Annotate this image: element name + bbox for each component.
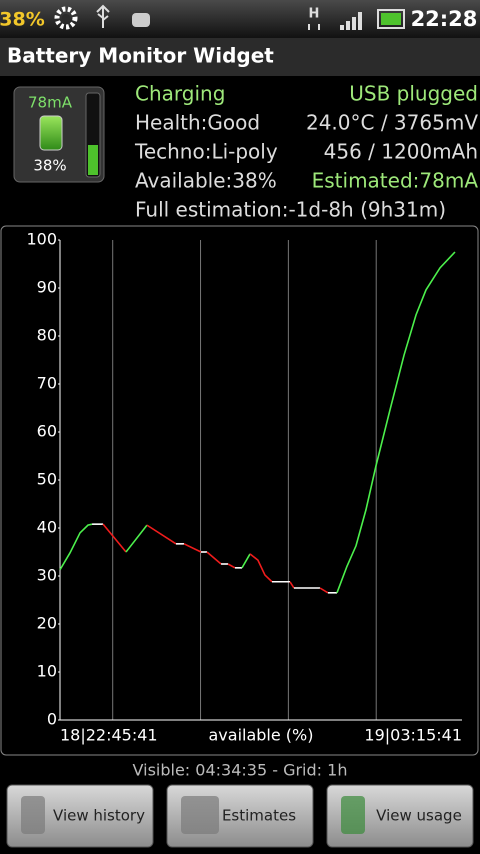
y-tick-label: 60	[37, 422, 57, 441]
y-tick-label: 0	[47, 710, 57, 729]
button-label[interactable]: View history	[53, 807, 145, 825]
info-value: 456 / 1200mAh	[324, 140, 478, 164]
info-label: Charging	[135, 82, 225, 106]
settings-icon-core	[62, 14, 70, 22]
button-icon	[181, 796, 219, 834]
y-tick-label: 20	[37, 614, 57, 633]
battery-icon-fill	[381, 13, 401, 25]
widget-gauge-fill	[88, 145, 98, 175]
full-estimation: Full estimation:-1d-8h (9h31m)	[135, 198, 446, 222]
clock: 22:28	[411, 7, 478, 31]
info-value: USB plugged	[349, 82, 478, 106]
y-tick-label: 70	[37, 374, 57, 393]
y-tick-label: 10	[37, 662, 57, 681]
battery-icon	[377, 9, 405, 29]
app-title: Battery Monitor Widget	[7, 44, 274, 68]
network-type: H	[309, 7, 320, 22]
data-line	[146, 524, 177, 545]
y-tick-label: 90	[37, 278, 57, 297]
widget-battery	[39, 115, 63, 151]
y-tick-label: 40	[37, 518, 57, 537]
x-start-label: 18|22:45:41	[60, 726, 158, 745]
usb-icon	[96, 4, 110, 28]
data-line	[336, 251, 456, 594]
x-axis-label: available (%)	[209, 726, 314, 745]
button-label[interactable]: Estimates	[222, 807, 296, 825]
x-end-label: 19|03:15:41	[364, 726, 462, 745]
widget-current: 78mA	[28, 94, 73, 112]
title-bar	[0, 38, 480, 76]
settings-icon	[54, 6, 78, 30]
y-tick-label: 50	[37, 470, 57, 489]
battery-percent: 38%	[0, 9, 45, 31]
data-line	[249, 553, 273, 583]
chart-frame	[0, 225, 479, 756]
info-label: Techno:Li-poly	[134, 140, 278, 164]
data-line	[227, 563, 236, 569]
data-line	[59, 523, 93, 571]
y-tick-label: 80	[37, 326, 57, 345]
info-value: Estimated:78mA	[312, 169, 479, 193]
data-line	[319, 587, 329, 594]
data-line	[102, 523, 127, 553]
status-bar	[0, 0, 480, 38]
signal-icon	[340, 12, 362, 30]
info-label: Health:Good	[135, 111, 260, 135]
network-arrows	[308, 24, 320, 30]
button-label[interactable]: View usage	[376, 807, 462, 825]
info-value: 24.0°C / 3765mV	[306, 111, 478, 135]
data-line	[183, 543, 202, 553]
button-icon	[21, 796, 45, 834]
y-tick-label: 30	[37, 566, 57, 585]
visible-range: Visible: 04:34:35 - Grid: 1h	[133, 761, 348, 780]
widget-level: 38%	[33, 157, 66, 175]
data-line	[206, 551, 222, 565]
button-icon	[341, 796, 365, 834]
android-icon	[132, 13, 150, 27]
data-line	[125, 524, 148, 553]
y-tick-label: 100	[26, 230, 57, 249]
data-line	[289, 581, 295, 589]
info-label: Available:38%	[135, 169, 277, 193]
data-line	[241, 553, 251, 569]
